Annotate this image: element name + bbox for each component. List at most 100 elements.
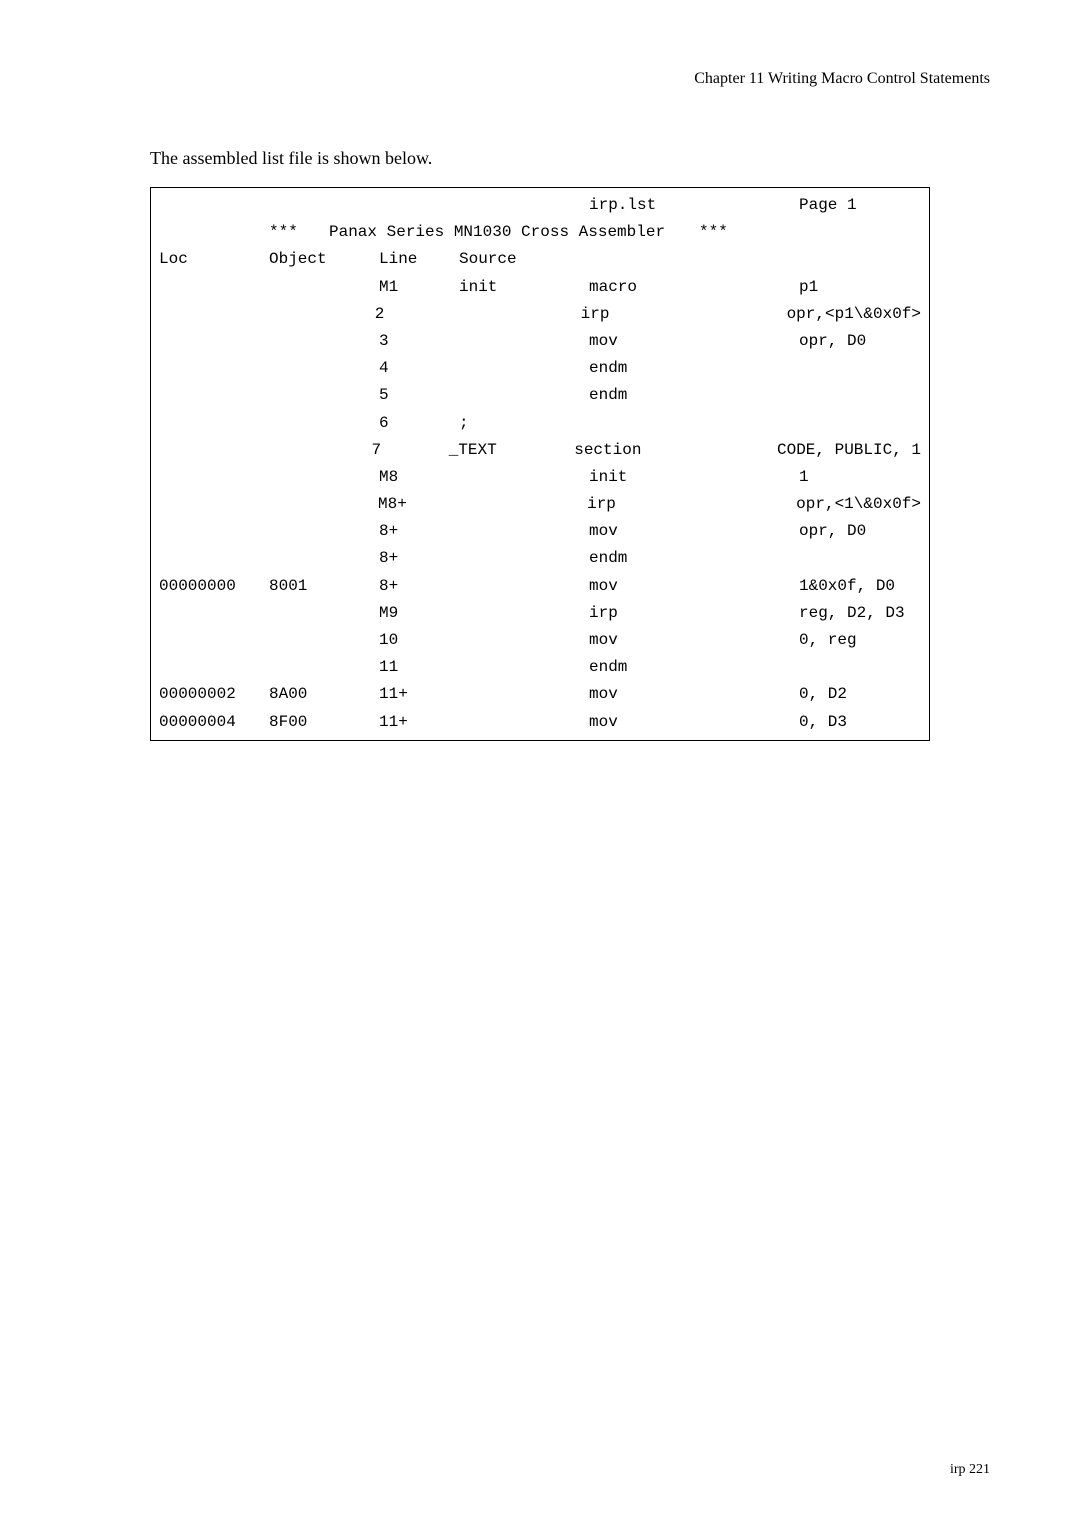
cell-object xyxy=(269,355,379,382)
listing-row: M8+irpopr,<1\&0x0f> xyxy=(159,491,921,518)
cell-mid: endm xyxy=(589,355,799,382)
listing-row: 10 mov0, reg xyxy=(159,627,921,654)
cell-source: _TEXT xyxy=(449,437,575,464)
listing-row: 6; xyxy=(159,410,921,437)
cell-loc xyxy=(159,654,269,681)
cell-line: 10 xyxy=(379,627,459,654)
cell-loc xyxy=(159,301,267,328)
cell-line: 7 xyxy=(371,437,448,464)
listing-row: M1initmacrop1 xyxy=(159,274,921,301)
cell-right: 0, reg xyxy=(799,627,921,654)
cell-loc: 00000000 xyxy=(159,573,269,600)
listing-row: 000000048F0011+mov0, D3 xyxy=(159,709,921,736)
cell-right: 0, D3 xyxy=(799,709,921,736)
cell-line: 8+ xyxy=(379,545,459,572)
cell-mid: mov xyxy=(589,627,799,654)
cell-object xyxy=(269,464,379,491)
cell-object xyxy=(269,274,379,301)
cell-loc xyxy=(159,491,269,518)
cell-mid: irp xyxy=(581,301,787,328)
cell-loc xyxy=(159,410,269,437)
listing-row: M8 init1 xyxy=(159,464,921,491)
cell-blank xyxy=(799,246,921,273)
cell-source xyxy=(459,573,589,600)
cell-line: M8 xyxy=(379,464,459,491)
cell-right xyxy=(799,654,921,681)
cell-loc xyxy=(159,600,269,627)
cell-source xyxy=(459,654,589,681)
footer-label: irp xyxy=(950,1462,966,1477)
cell-blank xyxy=(159,219,269,246)
cell-right: opr, D0 xyxy=(799,328,921,355)
cell-object xyxy=(269,518,379,545)
cell-right xyxy=(799,545,921,572)
listing-row: 8+movopr, D0 xyxy=(159,518,921,545)
cell-source xyxy=(453,301,580,328)
listing-row: 000000028A0011+mov0, D2 xyxy=(159,681,921,708)
cell-mid: endm xyxy=(589,654,799,681)
listing-row: 7_TEXTsectionCODE, PUBLIC, 1 xyxy=(159,437,921,464)
cell-line: M8+ xyxy=(378,491,458,518)
cell-blank xyxy=(159,192,269,219)
cell-blank xyxy=(589,246,799,273)
cell-loc xyxy=(159,627,269,654)
cell-right: CODE, PUBLIC, 1 xyxy=(777,437,921,464)
banner-stars: *** xyxy=(699,219,728,246)
cell-blank xyxy=(269,192,379,219)
listing-row: 11endm xyxy=(159,654,921,681)
cell-line: 11+ xyxy=(379,709,459,736)
listing-filename: irp.lst xyxy=(589,192,799,219)
cell-loc: 00000002 xyxy=(159,681,269,708)
cell-mid: mov xyxy=(589,709,799,736)
cell-line: 8+ xyxy=(379,573,459,600)
cell-loc xyxy=(159,437,265,464)
cell-right: opr,<1\&0x0f> xyxy=(796,491,921,518)
cell-blank xyxy=(379,192,459,219)
cell-loc xyxy=(159,518,269,545)
cell-loc xyxy=(159,464,269,491)
footer-number: 221 xyxy=(969,1462,990,1477)
cell-source: init xyxy=(459,274,589,301)
cell-right: 0, D2 xyxy=(799,681,921,708)
listing-row: 2irpopr,<p1\&0x0f> xyxy=(159,301,921,328)
col-object: Object xyxy=(269,246,379,273)
cell-object xyxy=(269,328,379,355)
listing-box: irp.lst Page 1 *** Panax Series MN1030 C… xyxy=(150,187,930,741)
col-source: Source xyxy=(459,246,589,273)
cell-loc xyxy=(159,355,269,382)
cell-object xyxy=(269,382,379,409)
cell-right: 1 xyxy=(799,464,921,491)
cell-source xyxy=(459,600,589,627)
listing-top-row: irp.lst Page 1 xyxy=(159,192,921,219)
cell-line: 6 xyxy=(379,410,459,437)
cell-mid: init xyxy=(589,464,799,491)
cell-right: opr, D0 xyxy=(799,518,921,545)
cell-right xyxy=(799,410,921,437)
cell-mid: endm xyxy=(589,545,799,572)
cell-source xyxy=(459,328,589,355)
cell-line: 8+ xyxy=(379,518,459,545)
listing-banner-row: *** Panax Series MN1030 Cross Assembler … xyxy=(159,219,921,246)
cell-object xyxy=(269,410,379,437)
cell-mid: irp xyxy=(589,600,799,627)
col-loc: Loc xyxy=(159,246,269,273)
cell-line: 11+ xyxy=(379,681,459,708)
cell-line: M1 xyxy=(379,274,459,301)
cell-blank xyxy=(459,192,589,219)
cell-mid: section xyxy=(574,437,777,464)
cell-right: p1 xyxy=(799,274,921,301)
cell-loc xyxy=(159,382,269,409)
cell-mid: mov xyxy=(589,328,799,355)
cell-mid: mov xyxy=(589,573,799,600)
cell-source xyxy=(459,709,589,736)
cell-object xyxy=(265,437,371,464)
cell-right: opr,<p1\&0x0f> xyxy=(787,301,921,328)
cell-object: 8F00 xyxy=(269,709,379,736)
cell-source xyxy=(459,545,589,572)
cell-object: 8001 xyxy=(269,573,379,600)
cell-line: 4 xyxy=(379,355,459,382)
cell-right: 1&0x0f, D0 xyxy=(799,573,921,600)
cell-loc xyxy=(159,328,269,355)
listing-row: 8+ endm xyxy=(159,545,921,572)
cell-source xyxy=(459,382,589,409)
